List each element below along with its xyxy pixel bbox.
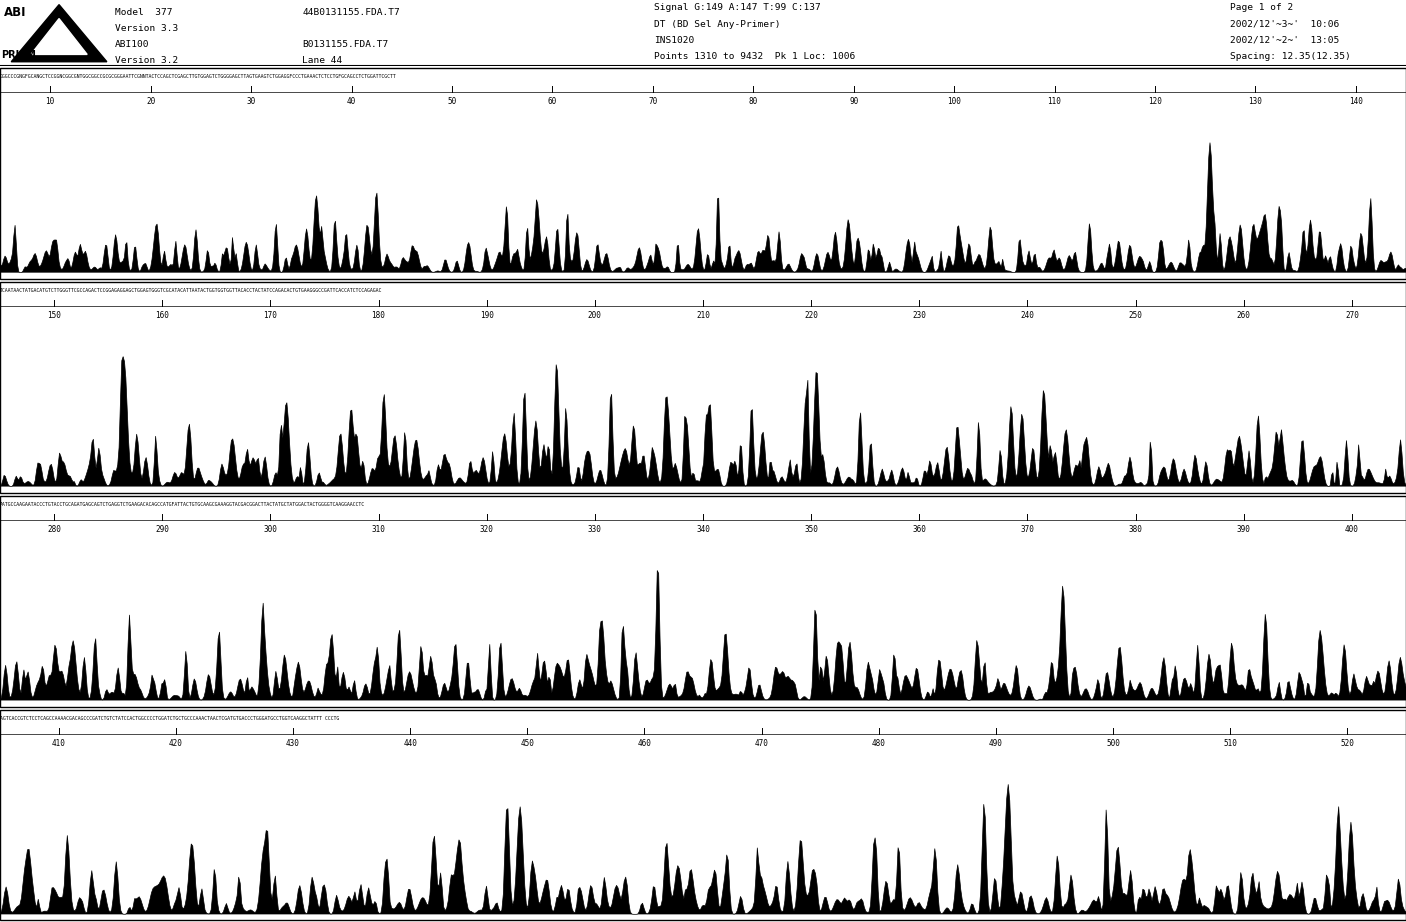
Text: ABI100: ABI100 <box>115 40 150 49</box>
Text: 150: 150 <box>48 311 60 320</box>
Text: ABI: ABI <box>4 6 27 18</box>
Text: 310: 310 <box>371 525 385 534</box>
Text: 170: 170 <box>263 311 277 320</box>
Text: INS1020: INS1020 <box>654 36 695 45</box>
Text: 90: 90 <box>849 97 858 106</box>
Text: 2002/12'~2~'  13:05: 2002/12'~2~' 13:05 <box>1230 36 1340 45</box>
Text: 400: 400 <box>1346 525 1358 534</box>
Text: 120: 120 <box>1147 97 1161 106</box>
Text: 10: 10 <box>45 97 55 106</box>
Text: PRISM: PRISM <box>1 50 37 60</box>
Text: Version 3.3: Version 3.3 <box>115 24 179 33</box>
Text: 340: 340 <box>696 525 710 534</box>
Text: GGGCCCGNGFGCANGCTCCGGNCGGCGNTGGCGGCCGCGCGGGAATTCGNNTACTCCAGCTCGAGCTTGTGGAGTCTGGG: GGGCCCGNGFGCANGCTCCGGNCGGCGNTGGCGGCCGCGC… <box>0 74 396 79</box>
Text: 30: 30 <box>246 97 256 106</box>
Text: 360: 360 <box>912 525 927 534</box>
Text: 230: 230 <box>912 311 927 320</box>
Text: 470: 470 <box>755 739 769 748</box>
Text: 320: 320 <box>479 525 494 534</box>
Text: 44B0131155.FDA.T7: 44B0131155.FDA.T7 <box>302 8 401 17</box>
Text: 390: 390 <box>1237 525 1251 534</box>
Text: 260: 260 <box>1237 311 1251 320</box>
Text: 210: 210 <box>696 311 710 320</box>
Text: AGTCACCGTCTCCTCAGCCAAAACGACAGCCCGATCTGTCTATCCACTGGCCCCTGGATCTGCTGCCCAAACTAACTCGA: AGTCACCGTCTCCTCAGCCAAAACGACAGCCCGATCTGTC… <box>0 715 339 721</box>
Text: AATGCCAAGAATACCCTGTACCTGCAGATGAGCAGTCTGAGGTCTGAAGACACAGCCATGFATTACTGTGCAAGCGAAAG: AATGCCAAGAATACCCTGTACCTGCAGATGAGCAGTCTGA… <box>0 502 366 507</box>
Text: 350: 350 <box>804 525 818 534</box>
Text: Signal G:149 A:147 T:99 C:137: Signal G:149 A:147 T:99 C:137 <box>654 4 821 12</box>
Text: 270: 270 <box>1346 311 1358 320</box>
Text: 460: 460 <box>637 739 651 748</box>
Text: 240: 240 <box>1021 311 1035 320</box>
Text: 430: 430 <box>285 739 299 748</box>
Text: 510: 510 <box>1223 739 1237 748</box>
Text: 490: 490 <box>988 739 1002 748</box>
Text: 380: 380 <box>1129 525 1143 534</box>
Text: Page 1 of 2: Page 1 of 2 <box>1230 4 1294 12</box>
Text: 130: 130 <box>1249 97 1263 106</box>
Text: 520: 520 <box>1340 739 1354 748</box>
Text: 330: 330 <box>588 525 602 534</box>
Text: Version 3.2: Version 3.2 <box>115 55 179 65</box>
Text: 220: 220 <box>804 311 818 320</box>
Text: 100: 100 <box>948 97 962 106</box>
Text: 200: 200 <box>588 311 602 320</box>
Text: 250: 250 <box>1129 311 1143 320</box>
Text: 440: 440 <box>404 739 418 748</box>
Text: 190: 190 <box>479 311 494 320</box>
Text: 450: 450 <box>520 739 534 748</box>
Text: Points 1310 to 9432  Pk 1 Loc: 1006: Points 1310 to 9432 Pk 1 Loc: 1006 <box>654 52 855 61</box>
Text: Model  377: Model 377 <box>115 8 173 17</box>
Text: Lane 44: Lane 44 <box>302 55 343 65</box>
Text: Spacing: 12.35(12.35): Spacing: 12.35(12.35) <box>1230 52 1351 61</box>
Text: 410: 410 <box>52 739 66 748</box>
Text: 290: 290 <box>155 525 169 534</box>
Text: 40: 40 <box>347 97 356 106</box>
Text: 70: 70 <box>648 97 658 106</box>
Text: 20: 20 <box>146 97 155 106</box>
Text: TCAATAACTATGACATGTCTTGGGTTCGCCAGACTCCGGAGAGGAGCTGGAGTGGGTCGCATACATTAATACTGGTGGTG: TCAATAACTATGACATGTCTTGGGTTCGCCAGACTCCGGA… <box>0 288 382 293</box>
Text: 500: 500 <box>1107 739 1121 748</box>
Text: 160: 160 <box>155 311 169 320</box>
Text: 280: 280 <box>48 525 60 534</box>
Text: 480: 480 <box>872 739 886 748</box>
Polygon shape <box>31 18 87 54</box>
Text: 60: 60 <box>548 97 557 106</box>
Text: 180: 180 <box>371 311 385 320</box>
Text: 420: 420 <box>169 739 183 748</box>
Polygon shape <box>11 5 107 62</box>
Text: DT (BD Sel Any-Primer): DT (BD Sel Any-Primer) <box>654 20 780 29</box>
Text: 50: 50 <box>447 97 457 106</box>
Text: B0131155.FDA.T7: B0131155.FDA.T7 <box>302 40 388 49</box>
Text: 2002/12'~3~'  10:06: 2002/12'~3~' 10:06 <box>1230 20 1340 29</box>
Text: 300: 300 <box>263 525 277 534</box>
Text: 140: 140 <box>1348 97 1362 106</box>
Text: 80: 80 <box>748 97 758 106</box>
Text: 370: 370 <box>1021 525 1035 534</box>
Text: 110: 110 <box>1047 97 1062 106</box>
